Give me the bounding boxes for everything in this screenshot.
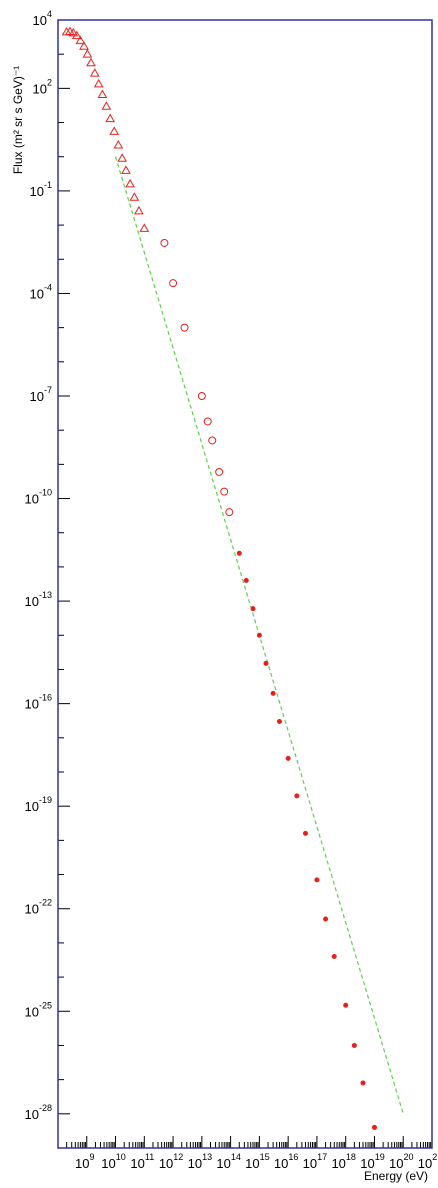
data-point-triangle (134, 205, 144, 215)
x-tick-label: 1020 (389, 1152, 413, 1171)
data-point-triangle (97, 89, 108, 99)
data-point (236, 550, 242, 556)
data-point (250, 606, 256, 612)
data-point-triangle (89, 68, 100, 77)
x-tick-label: 1019 (360, 1152, 384, 1171)
data-point-circle (169, 279, 178, 288)
x-tick-label: 1016 (274, 1152, 298, 1171)
data-point (314, 877, 320, 883)
data-point-triangle (82, 49, 93, 58)
x-tick-label: 1012 (159, 1152, 183, 1171)
data-point-circle (203, 417, 212, 426)
data-point (263, 660, 269, 666)
data-point-triangle (68, 27, 79, 37)
data-point (294, 793, 300, 799)
y-tick-label: 10-28 (25, 1103, 52, 1122)
data-point-triangle (117, 153, 128, 162)
data-point-triangle (129, 192, 140, 201)
y-tick-label: 10-7 (30, 385, 52, 404)
data-point (323, 916, 329, 922)
data-point (371, 1124, 377, 1130)
y-tick-label: 10-22 (25, 898, 52, 917)
x-tick-labels: 109 1010 1011 1012 1013 1014 1015 1016 1017 1018 1… (75, 1152, 438, 1171)
data-point (351, 1042, 357, 1048)
data-point-circle (180, 323, 189, 332)
x-axis-ticks (57, 1136, 432, 1148)
data-point-triangle (71, 30, 82, 40)
data-point-triangle (109, 126, 120, 135)
x-tick-label: 1010 (101, 1152, 125, 1171)
y-tick-label: 10-16 (25, 693, 52, 712)
data-point (256, 632, 262, 638)
y-tick-labels: 104 102 10-1 10-4 10-7 10-10 10-13 10-16 10-19 10… (25, 9, 52, 1122)
data-point (302, 830, 308, 836)
data-point (285, 755, 291, 761)
data-point-triangle (139, 223, 150, 232)
data-point-triangle (75, 35, 86, 45)
data-point-circle (197, 392, 206, 400)
data-point (360, 1080, 366, 1086)
x-tick-label: 1017 (303, 1152, 327, 1171)
data-point (243, 578, 249, 584)
data-point-triangle (93, 78, 104, 88)
data-point-triangle (105, 113, 116, 123)
x-axis-title: Energy (eV) (364, 1169, 428, 1183)
data-point-triangle (86, 57, 96, 67)
x-tick-label: 1013 (188, 1152, 212, 1171)
data-point-circle (160, 238, 169, 247)
y-tick-label: 10-4 (30, 282, 52, 301)
x-tick-label: 1011 (130, 1152, 154, 1171)
data-point-triangle (121, 165, 131, 174)
data-points-layer (61, 26, 377, 1130)
data-point-triangle (125, 178, 135, 188)
data-point (276, 719, 282, 725)
x-tick-label: 1014 (216, 1152, 240, 1171)
data-point-triangle (79, 41, 89, 50)
y-tick-label: 10-19 (25, 795, 52, 814)
data-point-circle (208, 436, 217, 445)
y-tick-label: 10-25 (25, 1000, 52, 1019)
data-point (270, 690, 276, 696)
data-point-triangle (101, 101, 112, 110)
data-point-triangle (113, 140, 124, 149)
y-tick-label: 10-1 (30, 180, 52, 199)
data-point-circle (220, 487, 229, 496)
data-point (331, 954, 337, 960)
y-axis-title: Flux (m² sr s GeV)⁻¹ (11, 66, 25, 174)
data-point-circle (225, 508, 234, 517)
x-tick-label: 1018 (331, 1152, 355, 1171)
x-tick-label: 1015 (245, 1152, 269, 1171)
y-axis-ticks (58, 19, 70, 1149)
data-point (343, 1002, 349, 1008)
y-tick-label: 102 (33, 77, 52, 96)
x-tick-label: 109 (75, 1152, 94, 1171)
y-tick-label: 10-10 (25, 488, 52, 507)
plot-frame (57, 19, 433, 1149)
data-point-circle (215, 467, 224, 476)
y-tick-label: 10-13 (25, 590, 52, 609)
y-tick-label: 104 (33, 9, 52, 28)
